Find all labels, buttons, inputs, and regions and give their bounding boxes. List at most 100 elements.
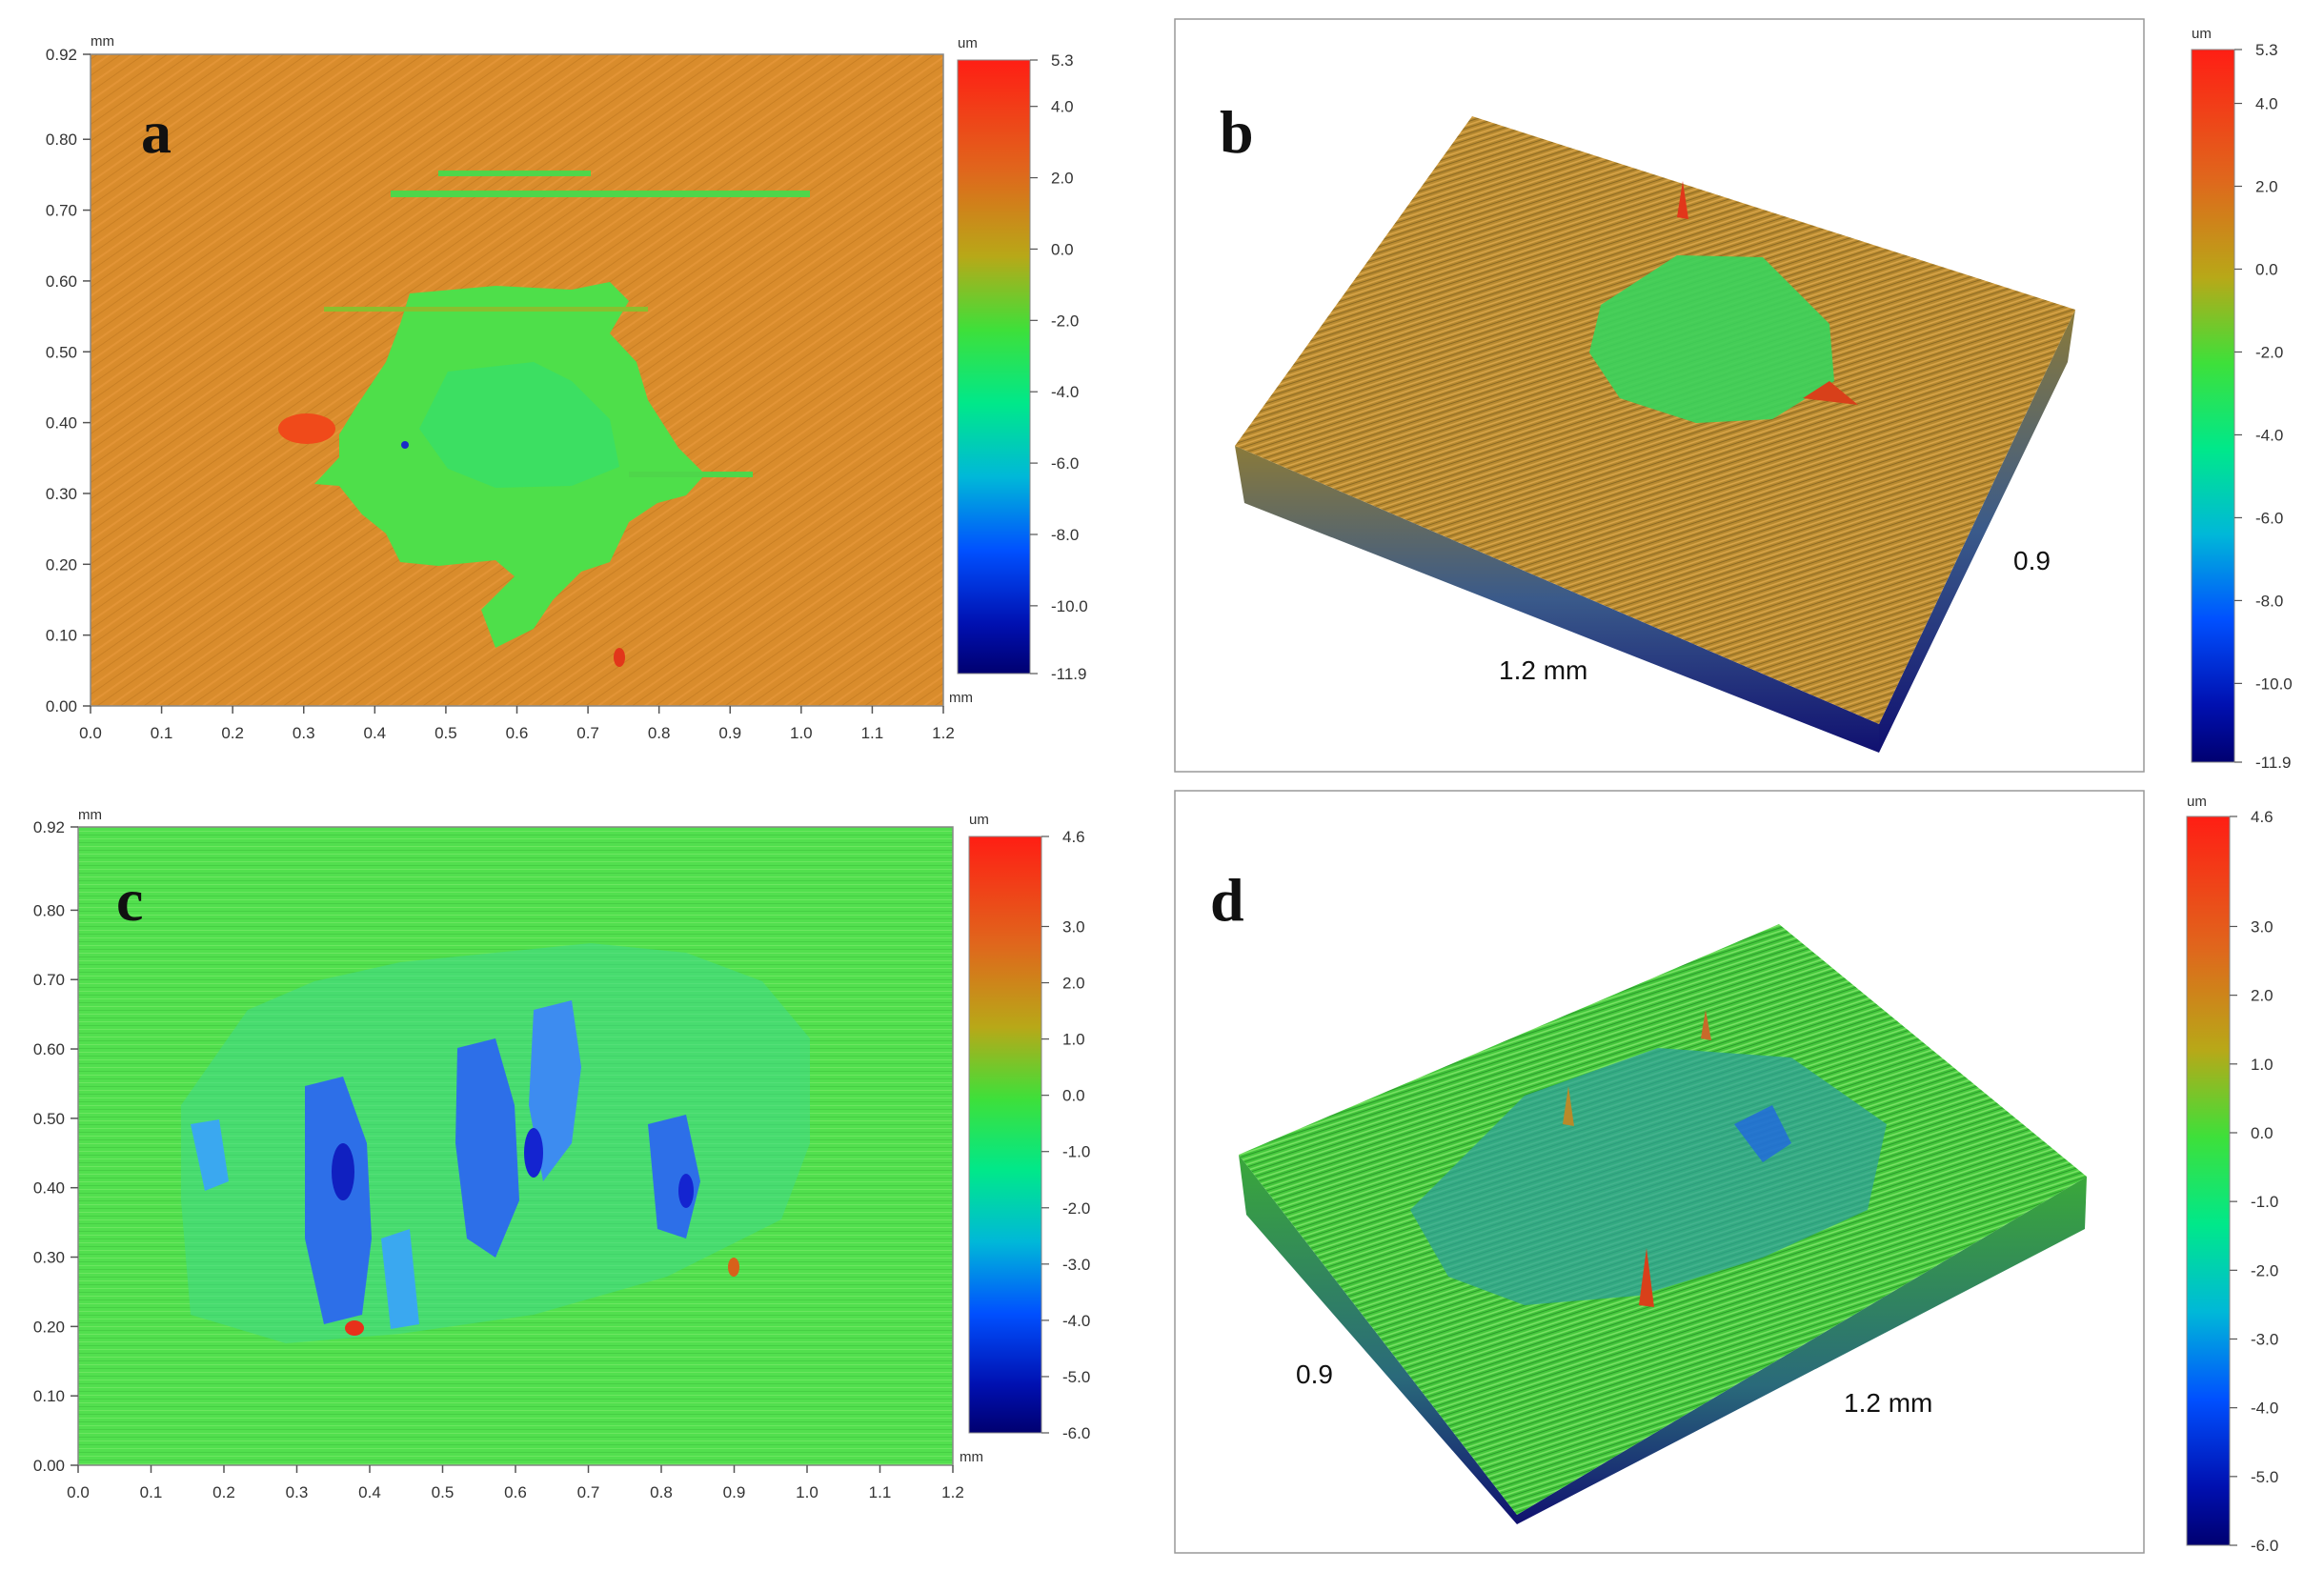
y-tick-label: 0.60 xyxy=(46,272,77,291)
colorbar-d-unit: um xyxy=(2187,794,2207,810)
colorbar-tick-label: -5.0 xyxy=(1062,1368,1090,1386)
axis-c-unit-x: mm xyxy=(960,1449,983,1465)
x-tick-label: 0.0 xyxy=(67,1483,90,1501)
y-tick-label: 0.10 xyxy=(33,1387,65,1405)
heatmap-c-deep-3 xyxy=(678,1174,694,1208)
surface-b-peak-1 xyxy=(1677,181,1688,219)
colorbar-tick-label: -10.0 xyxy=(1051,597,1088,615)
y-tick-label: 0.80 xyxy=(33,901,65,919)
x-tick-label: 1.0 xyxy=(796,1483,818,1501)
axis-c-unit-y: mm xyxy=(78,807,102,823)
colorbar-a-unit: um xyxy=(958,35,978,51)
surface-d-pit xyxy=(1734,1105,1791,1162)
x-tick-label: 0.0 xyxy=(79,724,102,742)
heatmap-a-speck xyxy=(614,648,625,667)
y-tick-label: 0.30 xyxy=(46,485,77,503)
y-tick-label: 0.10 xyxy=(46,627,77,645)
colorbar-tick-label: -2.0 xyxy=(1051,312,1079,330)
colorbar-tick-label: -2.0 xyxy=(2255,343,2283,361)
y-tick-label: 0.40 xyxy=(33,1179,65,1198)
colorbar-tick-label: -3.0 xyxy=(1062,1256,1090,1274)
surface-d-width-label: 0.9 xyxy=(1296,1360,1333,1389)
x-tick-label: 1.0 xyxy=(790,724,813,742)
colorbar-tick-label: 0.0 xyxy=(2251,1124,2273,1142)
colorbar-tick-label: 0.0 xyxy=(1051,240,1074,258)
colorbar-tick-label: -6.0 xyxy=(2251,1537,2278,1555)
colorbar-tick-label: 4.6 xyxy=(1062,828,1085,846)
heatmap-a-peak xyxy=(278,413,335,444)
colorbar-tick-label: 5.3 xyxy=(1051,51,1074,70)
surface-d-right-face xyxy=(1517,1177,2087,1524)
heatmap-a-wear-core xyxy=(419,362,619,488)
panel-d: 0.9 1.2 mm um 4.6 3.0 2.0 1.0 0.0 -1.0 -2.0 -3.… xyxy=(1174,790,2278,1555)
y-tick-label: 0.00 xyxy=(46,697,77,715)
x-tick-label: 0.9 xyxy=(718,724,741,742)
surface-d-peak-1 xyxy=(1639,1248,1654,1307)
x-tick-label: 0.3 xyxy=(286,1483,309,1501)
surface-b-right-face xyxy=(1879,310,2075,753)
colorbar-tick-label: -2.0 xyxy=(2251,1261,2278,1279)
x-tick-label: 1.2 xyxy=(932,724,955,742)
x-tick-label: 0.4 xyxy=(364,724,387,742)
colorbar-tick-label: 3.0 xyxy=(1062,917,1085,936)
colorbar-tick-label: -2.0 xyxy=(1062,1199,1090,1218)
x-tick-label: 0.2 xyxy=(212,1483,235,1501)
heatmap-a-dot xyxy=(401,441,409,449)
surface-d-peak-3 xyxy=(1563,1086,1574,1126)
heatmap-c-peak-2 xyxy=(728,1258,739,1277)
colorbar-tick-label: -5.0 xyxy=(2251,1468,2278,1486)
colorbar-tick-label: -8.0 xyxy=(2255,592,2283,610)
axis-a-unit-y: mm xyxy=(91,33,114,50)
colorbar-tick-label: -3.0 xyxy=(2251,1330,2278,1348)
axis-a-unit-x: mm xyxy=(949,690,973,706)
heatmap-c-pit-3 xyxy=(529,1000,581,1181)
surface-d-peak-2 xyxy=(1701,1010,1711,1040)
x-tick-label: 0.3 xyxy=(293,724,315,742)
panel-a: 0.0 0.1 0.2 0.3 0.4 0.5 0.6 0.7 0.8 0.9 1.0 1.1 1.2 … xyxy=(46,33,1088,742)
colorbar-c xyxy=(968,836,1042,1434)
colorbar-tick-label: -6.0 xyxy=(1051,454,1079,473)
y-tick-label: 0.30 xyxy=(33,1249,65,1267)
y-tick-label: 0.70 xyxy=(46,202,77,220)
heatmap-c-pit-6 xyxy=(381,1229,419,1329)
panel-c-letter: c xyxy=(116,866,143,934)
heatmap-c-peak-1 xyxy=(345,1320,364,1336)
surface-d-length-label: 1.2 mm xyxy=(1844,1388,1932,1418)
colorbar-tick-label: -1.0 xyxy=(1062,1143,1090,1161)
colorbar-tick-label: 2.0 xyxy=(1062,975,1085,993)
colorbar-c-unit: um xyxy=(969,812,989,828)
heatmap-a-streak-4 xyxy=(629,472,753,477)
colorbar-tick-label: 3.0 xyxy=(2251,917,2273,936)
colorbar-tick-label: 4.0 xyxy=(1051,98,1074,116)
surface-b-peak-2 xyxy=(1803,381,1858,405)
heatmap-a-streak-3 xyxy=(324,307,648,312)
x-tick-label: 0.4 xyxy=(358,1483,381,1501)
x-tick-label: 0.9 xyxy=(723,1483,746,1501)
x-tick-label: 1.2 xyxy=(941,1483,964,1501)
colorbar-tick-label: -10.0 xyxy=(2255,675,2293,693)
colorbar-tick-label: -8.0 xyxy=(1051,526,1079,544)
colorbar-tick-label: 1.0 xyxy=(1062,1031,1085,1049)
y-tick-label: 0.50 xyxy=(46,343,77,361)
y-tick-label: 0.20 xyxy=(33,1318,65,1336)
colorbar-tick-label: -4.0 xyxy=(2255,426,2283,444)
panel-a-letter: a xyxy=(141,98,172,166)
colorbar-tick-label: -4.0 xyxy=(1051,383,1079,401)
heatmap-c-pit-5 xyxy=(191,1119,229,1191)
x-tick-label: 0.8 xyxy=(648,724,671,742)
colorbar-tick-label: -1.0 xyxy=(2251,1193,2278,1211)
colorbar-a xyxy=(957,59,1031,675)
colorbar-tick-label: 0.0 xyxy=(2255,260,2278,278)
heatmap-c-deep-1 xyxy=(332,1143,354,1200)
panel-c: 0.0 0.1 0.2 0.3 0.4 0.5 0.6 0.7 0.8 0.9 1.0 1.1 1.2 … xyxy=(33,807,1090,1501)
y-tick-label: 0.92 xyxy=(46,46,77,64)
y-tick-label: 0.80 xyxy=(46,131,77,149)
y-tick-label: 0.92 xyxy=(33,818,65,836)
colorbar-tick-label: 4.0 xyxy=(2255,95,2278,113)
heatmap-c-pit-1 xyxy=(305,1077,372,1324)
x-tick-label: 1.1 xyxy=(861,724,884,742)
heatmap-a-streak-2 xyxy=(438,171,591,176)
colorbar-b-unit: um xyxy=(2192,26,2212,42)
heatmap-c-deep-2 xyxy=(524,1128,543,1178)
x-tick-label: 0.7 xyxy=(576,724,599,742)
